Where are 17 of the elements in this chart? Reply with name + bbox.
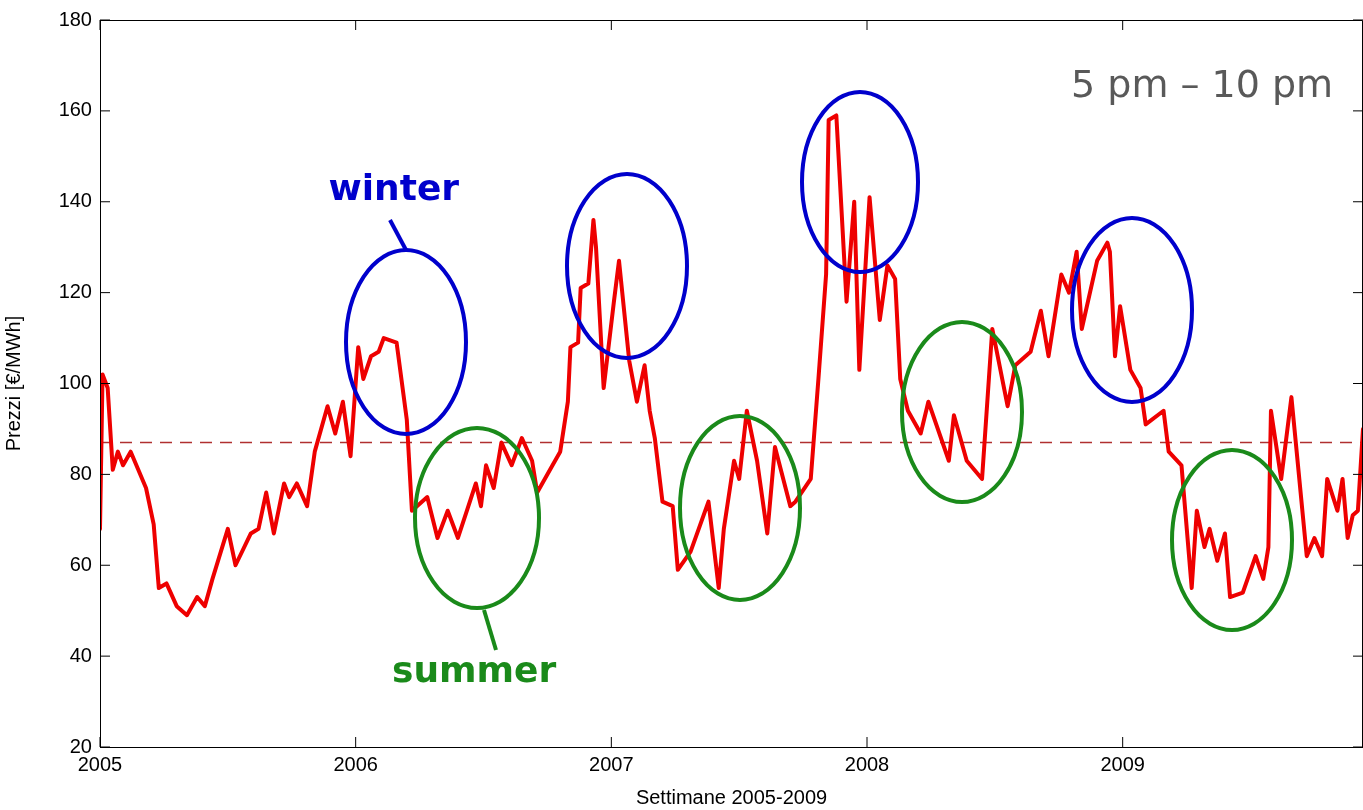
x-tick-label: 2006	[333, 752, 378, 775]
x-tick-label: 2008	[844, 752, 890, 775]
annotation: 5 pm – 10 pm	[1071, 62, 1334, 108]
y-tick-label: 160	[58, 98, 92, 121]
y-tick-label: 120	[58, 280, 92, 303]
annotation: summer	[392, 648, 557, 692]
y-tick-label: 60	[69, 552, 92, 575]
x-tick-label: 2009	[1100, 752, 1145, 775]
y-tick-label: 40	[69, 643, 92, 666]
y-tick-label: 80	[69, 461, 92, 484]
annotation: winter	[328, 166, 460, 210]
y-axis-title: Prezzi [€/MWh]	[1, 315, 24, 452]
y-tick-label: 180	[58, 7, 92, 30]
x-tick-label: 2007	[589, 752, 634, 775]
y-tick-label: 140	[58, 189, 92, 212]
x-axis-title: Settimane 2005-2009	[635, 785, 828, 808]
y-tick-label: 100	[58, 371, 92, 394]
